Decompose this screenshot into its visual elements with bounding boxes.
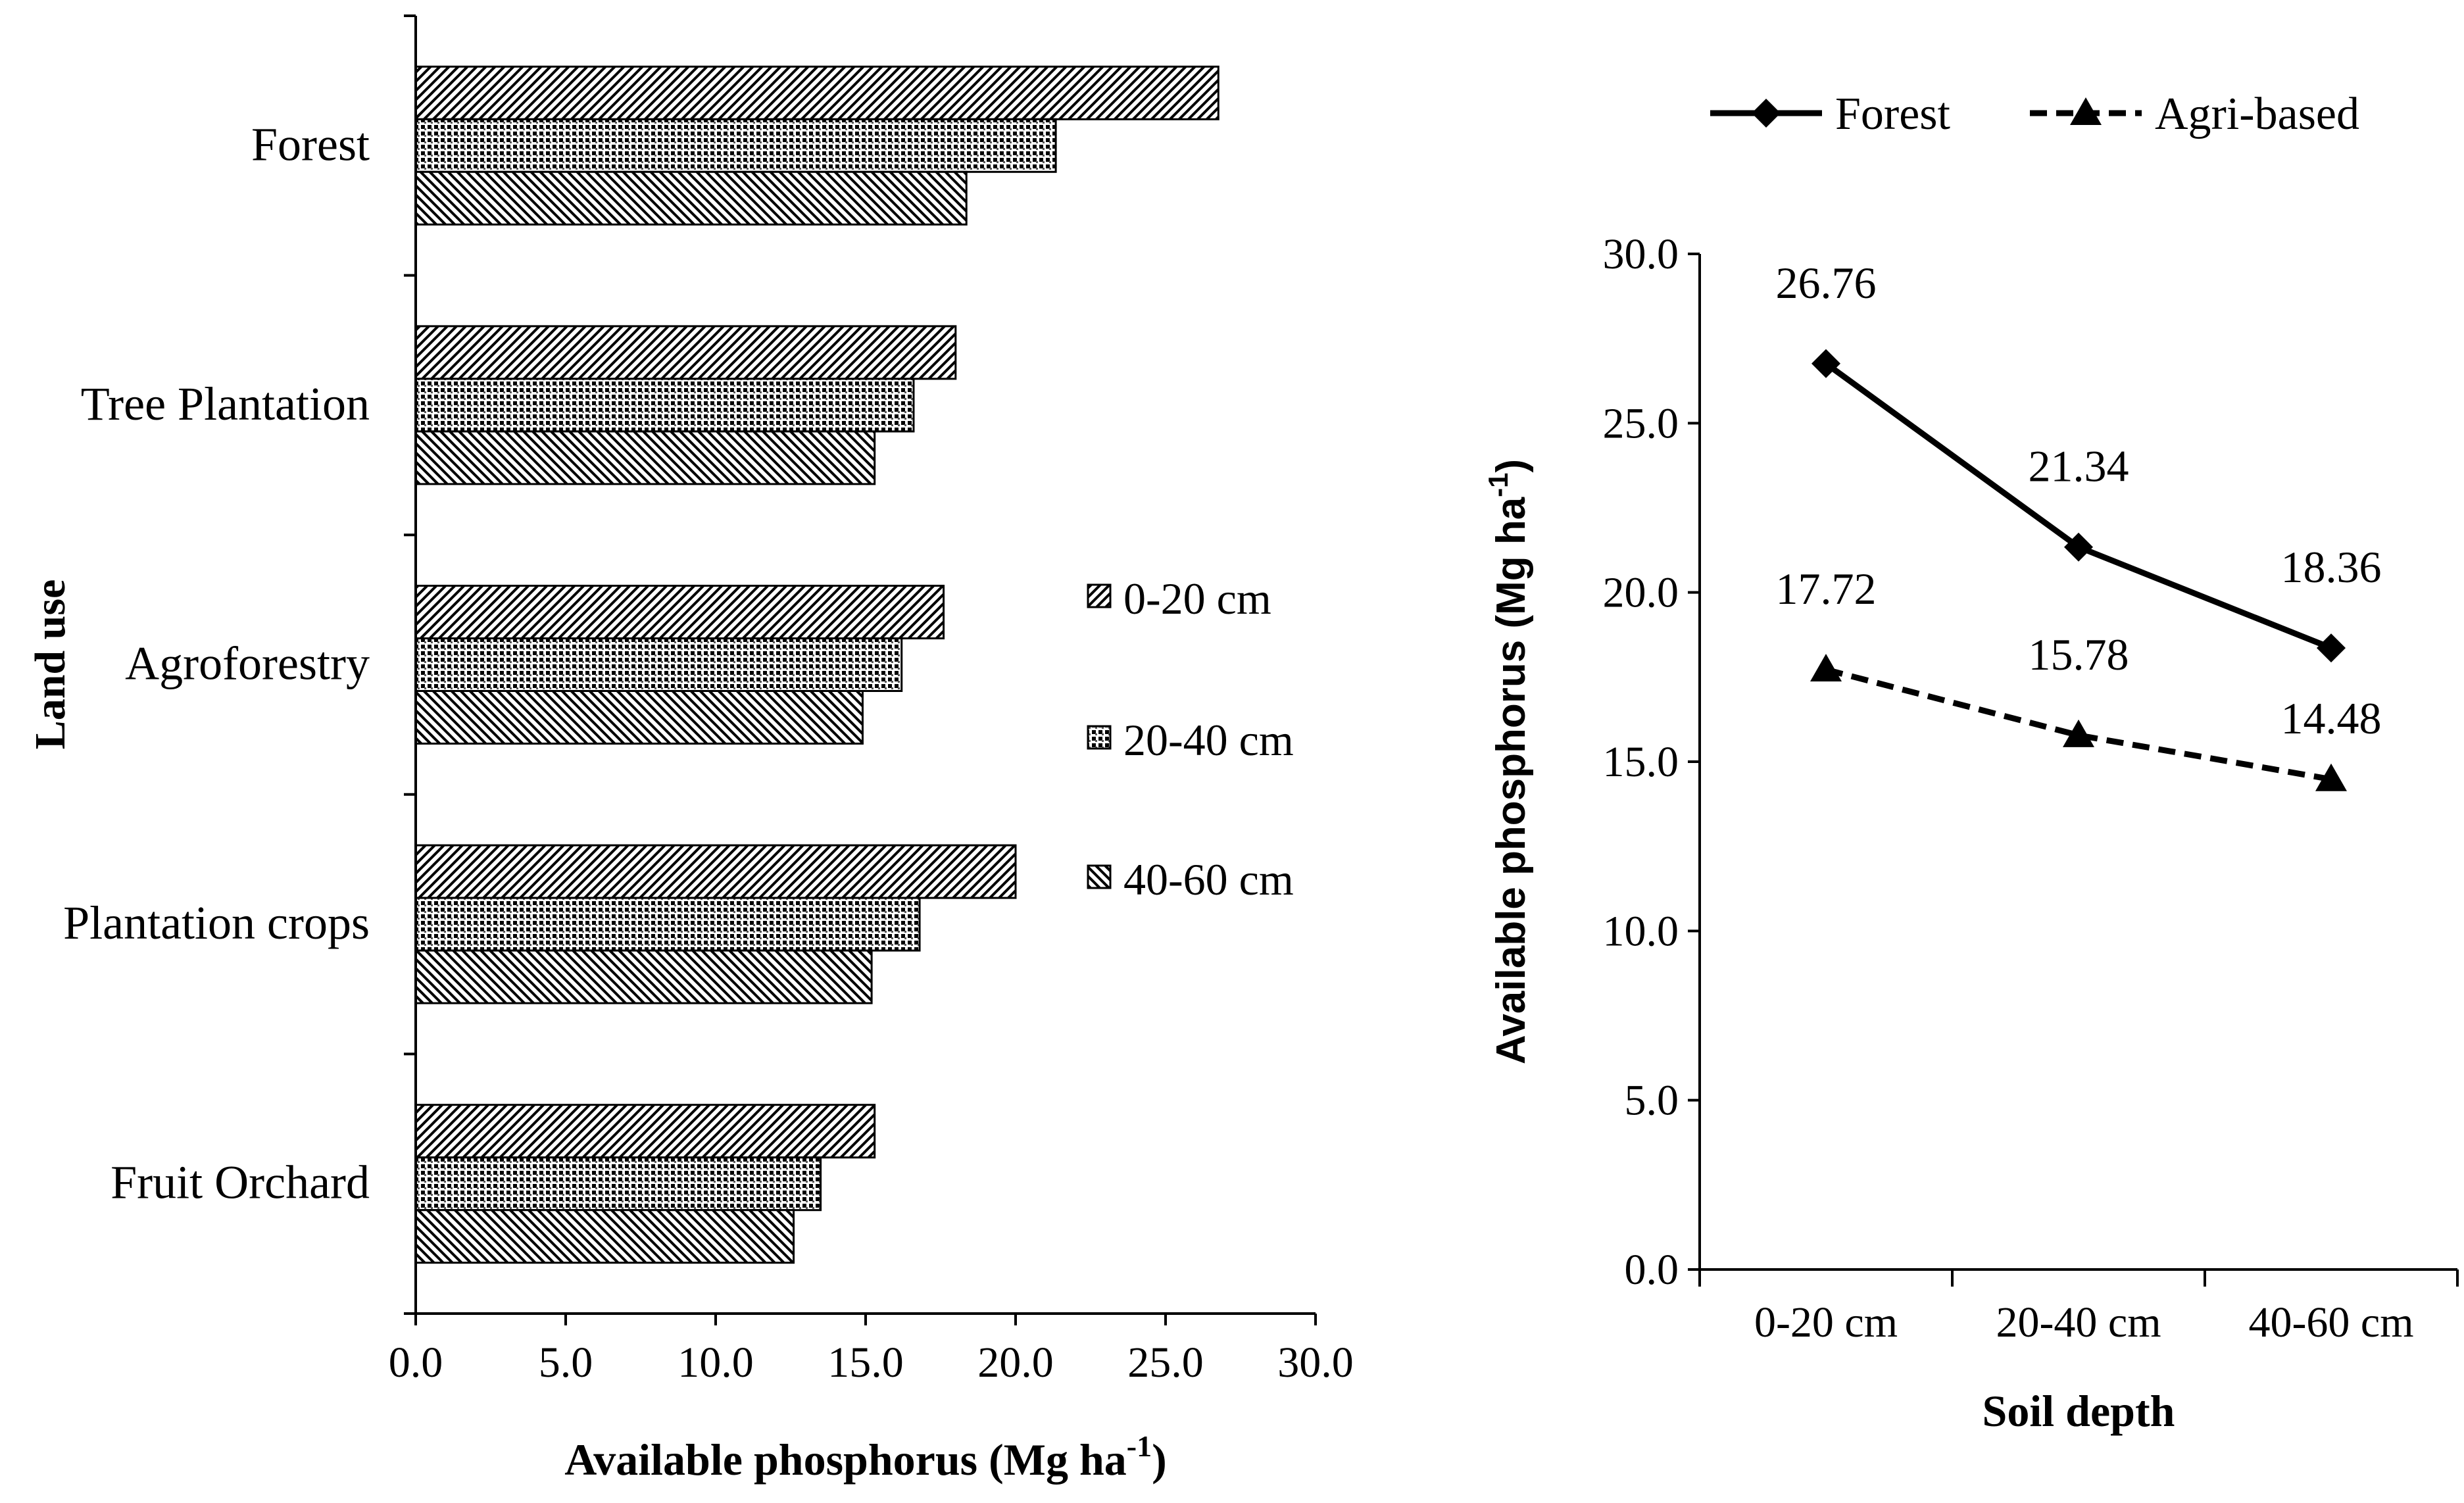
bar-1-20-40-cm — [414, 118, 1057, 173]
series-line-agri-based — [1825, 666, 2332, 783]
line-x-tick-label: 40-60 cm — [2248, 1298, 2413, 1346]
bar-2-0-20-cm — [414, 325, 957, 380]
legend-triangle-icon — [2070, 97, 2102, 125]
bar-3-40-60-cm — [414, 690, 864, 745]
bar-3-0-20-cm — [414, 585, 945, 639]
bar-x-tick-label: 20.0 — [977, 1339, 1054, 1387]
line-y-tick-label: 25.0 — [1603, 399, 1679, 447]
bar-x-tick-label: 10.0 — [678, 1339, 754, 1387]
data-label: 21.34 — [2029, 441, 2129, 491]
line-x-ticks: 0-20 cm 20-40 cm 40-60 cm — [1698, 1269, 2459, 1346]
line-y-tick-label: 5.0 — [1625, 1077, 1679, 1125]
legend-label: Forest — [1835, 89, 1951, 139]
data-label: 17.72 — [1776, 564, 1877, 614]
point-agri-based — [2315, 763, 2347, 791]
legend-label: 0-20 cm — [1123, 574, 1271, 624]
line-y-ticks: 0.0 5.0 10.0 15.0 20.0 25.0 30.0 — [1603, 230, 1700, 1294]
legend-diamond-icon — [1752, 99, 1781, 128]
legend-label: Agri-based — [2155, 89, 2359, 139]
bar-y-ticks — [404, 14, 416, 1315]
bar-2-20-40-cm — [414, 378, 915, 433]
bar-2-40-60-cm — [414, 430, 876, 485]
data-label: 14.48 — [2281, 693, 2382, 743]
point-forest — [1811, 349, 1840, 378]
series-line-forest — [1824, 361, 2332, 651]
bar-5-0-20-cm — [414, 1104, 876, 1159]
point-agri-based — [1810, 654, 1842, 682]
line-legend: Forest Agri-based — [1710, 89, 2359, 139]
bar-category-label: Forest — [251, 118, 370, 170]
point-agri-based — [2063, 719, 2094, 747]
line-y-axis-title: Available phosphorus (Mg ha-1) — [1483, 459, 1534, 1064]
line-chart: Forest Agri-based 0.0 5.0 10.0 15.0 20.0 25.0 3… — [1483, 89, 2459, 1436]
bar-4-40-60-cm — [414, 949, 873, 1004]
bar-x-tick-label: 0.0 — [389, 1339, 443, 1387]
bar-1-0-20-cm — [414, 65, 1220, 120]
bar-5-20-40-cm — [414, 1156, 822, 1212]
line-y-tick-label: 0.0 — [1625, 1246, 1679, 1294]
legend-swatch-20-40-cm — [1087, 725, 1112, 750]
line-y-tick-label: 20.0 — [1603, 569, 1679, 617]
line-x-axis-title: Soil depth — [1983, 1386, 2175, 1436]
bar-x-ticks: 0.0 5.0 10.0 15.0 20.0 25.0 30.0 — [389, 1314, 1354, 1387]
bar-category-label: Tree Plantation — [81, 378, 370, 430]
bar-x-tick-label: 25.0 — [1127, 1339, 1204, 1387]
data-label: 18.36 — [2281, 542, 2382, 592]
bar-x-tick-label: 30.0 — [1277, 1339, 1354, 1387]
data-label: 26.76 — [1776, 258, 1877, 308]
bar-x-axis-title: Available phosphorus (Mg ha-1) — [564, 1429, 1167, 1485]
legend-label: 20-40 cm — [1123, 715, 1294, 765]
line-x-tick-label: 0-20 cm — [1754, 1298, 1898, 1346]
line-x-tick-label: 20-40 cm — [1996, 1298, 2161, 1346]
bar-category-label: Plantation crops — [63, 897, 370, 949]
bar-category-labels: Forest Tree Plantation Agroforestry Plantat… — [63, 118, 370, 1208]
bar-category-label: Agroforestry — [125, 637, 370, 690]
data-label: 15.78 — [2029, 629, 2129, 679]
bar-1-40-60-cm — [414, 170, 968, 226]
bar-3-20-40-cm — [414, 637, 903, 692]
bar-5-40-60-cm — [414, 1209, 795, 1264]
line-y-tick-label: 15.0 — [1603, 738, 1679, 786]
bar-x-tick-label: 15.0 — [827, 1339, 904, 1387]
bar-plot-area — [414, 65, 1220, 1264]
legend-swatch-0-20-cm — [1087, 583, 1112, 608]
line-y-tick-label: 30.0 — [1603, 230, 1679, 278]
legend-label: 40-60 cm — [1123, 854, 1294, 904]
bar-4-20-40-cm — [414, 897, 921, 952]
bar-4-0-20-cm — [414, 844, 1017, 899]
bar-chart: 0.0 5.0 10.0 15.0 20.0 25.0 30.0 Forest Tree Pl… — [26, 14, 1354, 1485]
bar-category-label: Fruit Orchard — [111, 1156, 370, 1209]
point-forest — [2064, 532, 2093, 562]
bar-legend: 0-20 cm 20-40 cm 40-60 cm — [1087, 574, 1294, 904]
bar-x-tick-label: 5.0 — [539, 1339, 593, 1387]
point-forest — [2317, 633, 2346, 663]
bar-y-axis-title: Land use — [26, 579, 74, 750]
line-series-group: 26.76 21.34 18.36 17.72 15.78 14.48 — [1776, 258, 2382, 791]
line-y-tick-label: 10.0 — [1603, 907, 1679, 955]
legend-swatch-40-60-cm — [1087, 864, 1112, 889]
